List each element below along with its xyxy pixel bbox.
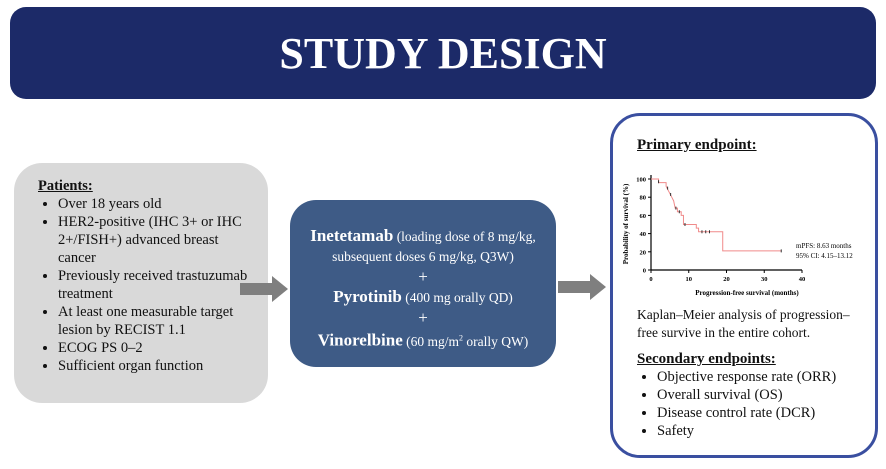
endpoints-box: Primary endpoint: Kaplan–Meier analysis … [610, 113, 878, 458]
list-item: ECOG PS 0–2 [58, 339, 258, 357]
treatment-box: Inetetamab (loading dose of 8 mg/kg, sub… [290, 200, 556, 367]
km-chart: 0 10 20 30 40 0 20 40 60 80 100 Progression-free s… [622, 175, 853, 297]
x-tick-label: 10 [686, 276, 693, 283]
x-tick-label: 40 [799, 276, 806, 283]
patients-heading: Patients: [38, 178, 93, 194]
list-item: Disease control rate (DCR) [657, 404, 875, 422]
ci-annotation: 95% CI: 4.15–13.12 [796, 252, 853, 260]
list-item: Safety [657, 422, 875, 440]
km-curve [651, 178, 782, 252]
list-item: Over 18 years old [58, 195, 258, 213]
patients-box: Patients: Over 18 years old HER2-positiv… [14, 163, 268, 403]
patients-list: Over 18 years old HER2-positive (IHC 3+ … [38, 195, 258, 375]
primary-endpoint-heading: Primary endpoint: [637, 137, 757, 153]
list-item: Sufficient organ function [58, 357, 258, 375]
mpfs-annotation: mPFS: 8.63 months [796, 242, 852, 250]
y-axis-label: Probability of survival (%) [622, 183, 630, 264]
y-tick-label: 60 [640, 213, 647, 220]
y-tick-label: 80 [640, 195, 647, 202]
km-caption: Kaplan–Meier analysis of progression–fre… [637, 307, 850, 340]
dose-pyrotinib: (400 mg orally QD) [405, 290, 513, 305]
y-tick-label: 20 [640, 249, 647, 256]
y-tick-label: 40 [640, 231, 647, 238]
drug-inetetamab: Inetetamab [310, 226, 394, 245]
plus-sign: + [418, 308, 428, 327]
x-axis-label: Progression-free survival (months) [695, 289, 799, 297]
drug-vinorelbine: Vinorelbine [317, 330, 403, 350]
list-item: Overall survival (OS) [657, 386, 875, 404]
y-tick-label: 0 [643, 268, 646, 275]
arrow-right-icon [558, 274, 606, 300]
list-item: At least one measurable target lesion by… [58, 303, 258, 339]
dose-inetetamab: (loading dose of 8 mg/kg, subsequent dos… [332, 229, 536, 264]
list-item: Objective response rate (ORR) [657, 368, 875, 386]
secondary-list: Objective response rate (ORR) Overall su… [637, 368, 875, 440]
x-tick-label: 20 [723, 276, 730, 283]
page-title: STUDY DESIGN [279, 28, 607, 78]
list-item: HER2-positive (IHC 3+ or IHC 2+/FISH+) a… [58, 213, 258, 267]
drug-pyrotinib: Pyrotinib [333, 287, 402, 306]
x-tick-label: 30 [761, 276, 768, 283]
plus-sign: + [418, 267, 428, 286]
dose-vinorelbine: (60 mg/m2 orally QW) [406, 333, 529, 349]
list-item: Previously received trastuzumab treatmen… [58, 267, 258, 303]
x-tick-label: 0 [649, 276, 652, 283]
secondary-endpoints-heading: Secondary endpoints: [637, 351, 776, 367]
title-banner: STUDY DESIGN [10, 7, 876, 99]
arrow-right-icon [240, 276, 288, 302]
y-tick-label: 100 [636, 177, 646, 184]
